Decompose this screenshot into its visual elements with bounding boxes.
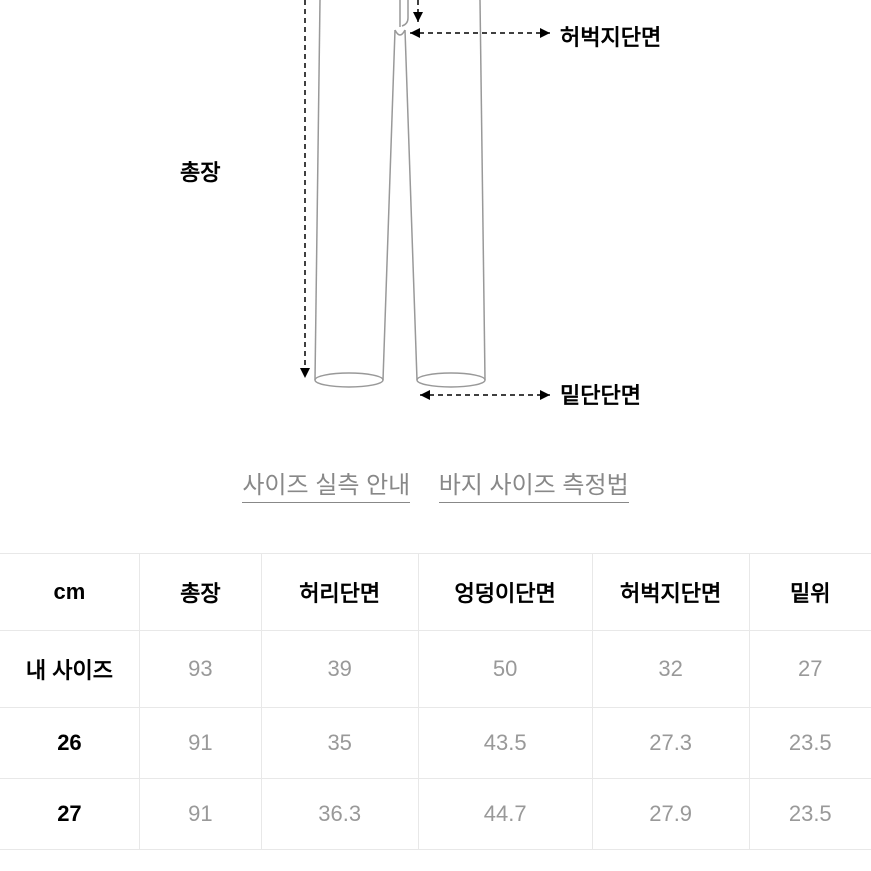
- table-cell: 93: [139, 631, 261, 708]
- row-label-26: 26: [0, 708, 139, 779]
- table-cell: 44.7: [418, 779, 592, 850]
- row-label-27: 27: [0, 779, 139, 850]
- table-cell: 91: [139, 779, 261, 850]
- table-cell: 27: [749, 631, 871, 708]
- label-thigh: 허벅지단면: [560, 20, 661, 52]
- table-cell: 91: [139, 708, 261, 779]
- table-cell: 36.3: [261, 779, 418, 850]
- measure-guide-link[interactable]: 바지 사이즈 측정법: [439, 465, 629, 503]
- pants-diagram: 총장 허벅지단면 밑단단면: [0, 0, 871, 420]
- row-label-mysize: 내 사이즈: [0, 631, 139, 708]
- table-header-total-length: 총장: [139, 554, 261, 631]
- table-cell: 43.5: [418, 708, 592, 779]
- table-row: 내 사이즈 93 39 50 32 27: [0, 631, 871, 708]
- label-total-length: 총장: [180, 155, 220, 187]
- table-cell: 39: [261, 631, 418, 708]
- table-cell: 23.5: [749, 708, 871, 779]
- table-header-unit: cm: [0, 554, 139, 631]
- page-container: 총장 허벅지단면 밑단단면 사이즈 실측 안내 바지 사이즈 측정법 cm 총장…: [0, 0, 871, 850]
- label-hem: 밑단단면: [560, 378, 641, 410]
- pants-diagram-svg: [200, 0, 580, 420]
- table-header-row: cm 총장 허리단면 엉덩이단면 허벅지단면 밑위: [0, 554, 871, 631]
- table-header-hip: 엉덩이단면: [418, 554, 592, 631]
- table-cell: 35: [261, 708, 418, 779]
- table-cell: 23.5: [749, 779, 871, 850]
- table-cell: 32: [592, 631, 749, 708]
- table-header-waist: 허리단면: [261, 554, 418, 631]
- table-cell: 27.3: [592, 708, 749, 779]
- table-header-rise: 밑위: [749, 554, 871, 631]
- table-cell: 50: [418, 631, 592, 708]
- size-table: cm 총장 허리단면 엉덩이단면 허벅지단면 밑위 내 사이즈 93 39 50…: [0, 553, 871, 850]
- table-row: 26 91 35 43.5 27.3 23.5: [0, 708, 871, 779]
- size-guide-link[interactable]: 사이즈 실측 안내: [242, 465, 410, 503]
- links-row: 사이즈 실측 안내 바지 사이즈 측정법: [0, 465, 871, 503]
- table-row: 27 91 36.3 44.7 27.9 23.5: [0, 779, 871, 850]
- table-cell: 27.9: [592, 779, 749, 850]
- table-header-thigh: 허벅지단면: [592, 554, 749, 631]
